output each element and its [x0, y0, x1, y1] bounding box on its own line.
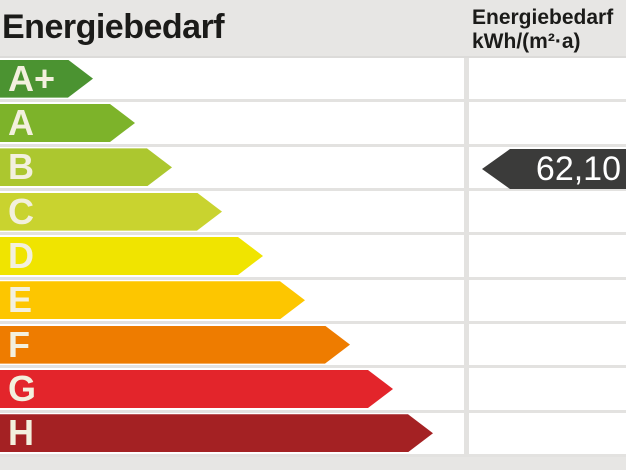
energy-class-arrow-d: D	[0, 237, 263, 275]
chart-header: Energiebedarf Energiebedarf kWh/(m²·a)	[0, 0, 626, 58]
energy-class-arrow-f: F	[0, 326, 350, 364]
energy-class-label: C	[8, 190, 34, 232]
energy-class-label: G	[8, 367, 37, 409]
energy-class-arrow-b: B	[0, 148, 172, 186]
energy-class-label: H	[8, 412, 34, 454]
scale-row-aplus: A+	[0, 58, 626, 103]
scale-row-h: H	[0, 412, 626, 457]
value-column-title: Energiebedarf	[472, 6, 614, 29]
energy-class-label: D	[8, 234, 34, 276]
scale-row-f: F	[0, 323, 626, 369]
scale-row-a: A	[0, 102, 626, 147]
energy-class-label: A	[8, 101, 34, 143]
energy-class-arrow-g: G	[0, 370, 393, 408]
value-label: 62,10	[535, 150, 621, 188]
value-column-divider	[464, 58, 469, 457]
value-arrow: 62,10	[482, 149, 626, 189]
energy-class-label: E	[8, 279, 33, 321]
energy-class-label: B	[8, 146, 34, 188]
value-column-header: Energiebedarf kWh/(m²·a)	[472, 6, 613, 54]
energy-class-label: A+	[8, 57, 56, 99]
energy-class-arrow-h: H	[0, 414, 433, 452]
chart-footer-strip	[0, 457, 626, 470]
value-column-unit: kWh/(m²·a)	[472, 30, 581, 53]
scale-row-c: C	[0, 190, 626, 236]
scale-rows: A+ A B C D E F G H	[0, 58, 626, 457]
energy-class-arrow-a: A	[0, 104, 135, 142]
energy-class-arrow-c: C	[0, 193, 222, 231]
scale-area: A+ A B C D E F G H 62,10	[0, 58, 626, 457]
energy-class-arrow-aplus: A+	[0, 60, 93, 98]
energy-class-label: F	[8, 323, 30, 365]
scale-row-g: G	[0, 368, 626, 413]
energy-class-arrow-e: E	[0, 281, 305, 319]
scale-row-d: D	[0, 235, 626, 280]
scale-row-e: E	[0, 279, 626, 324]
page-title: Energiebedarf	[2, 8, 225, 46]
